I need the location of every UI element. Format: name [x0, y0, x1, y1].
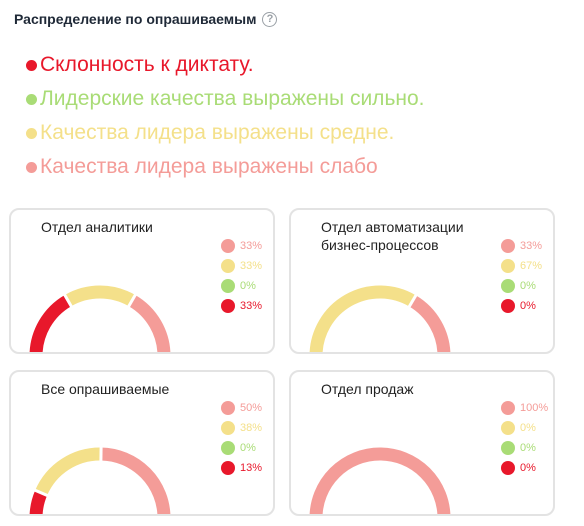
chart-title: Все опрашиваемые: [41, 381, 170, 397]
chart-legend-item: 33%: [221, 236, 262, 256]
data-label: 33%: [240, 260, 263, 272]
legend-item-medium: Качества лидера выражены средне.: [26, 116, 425, 150]
legend-dot: [501, 239, 515, 253]
chart-card-sales: Отдел продаж 100% 0% 0% 0%: [289, 370, 555, 516]
legend-dot: [221, 279, 235, 293]
legend-dot: [26, 127, 37, 139]
chart-legend: 33% 67% 0% 0%: [501, 236, 542, 316]
chart-legend-item: 33%: [501, 236, 542, 256]
legend-dot: [221, 401, 235, 415]
data-label: 0%: [520, 300, 536, 312]
chart-legend-item: 50%: [221, 398, 262, 418]
chart-legend-item: 100%: [501, 398, 548, 418]
data-label: 100%: [520, 402, 549, 414]
legend-dot: [221, 299, 235, 313]
header: Распределение по опрашиваемым ?: [14, 8, 278, 30]
chart-legend-item: 33%: [221, 256, 262, 276]
legend-item-strong: Лидерские качества выражены сильно.: [26, 82, 425, 116]
main-legend: Склонность к диктату. Лидерские качества…: [26, 48, 425, 184]
chart-legend-item: 38%: [221, 418, 262, 438]
chart-legend-item: 0%: [221, 438, 262, 458]
donut-segment: [29, 294, 72, 352]
chart-card-all-respondents: Все опрашиваемые 50% 38% 0% 13%: [9, 370, 275, 516]
legend-dot: [501, 401, 515, 415]
page-title: Распределение по опрашиваемым: [14, 11, 257, 27]
data-label: 67%: [520, 260, 543, 272]
legend-dot: [26, 161, 37, 173]
question-circle-icon[interactable]: ?: [262, 11, 278, 27]
segment-separator: [124, 288, 140, 313]
chart-card-automation: Отдел автоматизации бизнес-процессов 33%…: [289, 208, 555, 354]
legend-dot: [501, 421, 515, 435]
chart-legend-item: 0%: [221, 276, 262, 296]
legend-item-dictate: Склонность к диктату.: [26, 48, 425, 82]
data-label: 0%: [520, 462, 536, 474]
data-label: 33%: [520, 240, 543, 252]
legend-label: Качества лидера выражены средне.: [40, 121, 395, 144]
chart-title: Отдел аналитики: [41, 219, 153, 235]
chart-legend-item: 0%: [501, 458, 548, 478]
legend-item-weak: Качества лидера выражены слабо: [26, 150, 425, 184]
legend-dot: [221, 421, 235, 435]
donut-chart: [28, 440, 171, 514]
donut-chart: [29, 285, 171, 352]
legend-label: Лидерские качества выражены сильно.: [40, 87, 425, 110]
donut-segment: [100, 447, 171, 514]
data-label: 0%: [520, 280, 536, 292]
donut-segment: [309, 285, 416, 352]
chart-title: Отдел продаж: [321, 381, 414, 397]
legend-dot: [221, 239, 235, 253]
data-label: 0%: [240, 280, 256, 292]
chart-legend: 33% 33% 0% 33%: [221, 236, 262, 316]
data-label: 38%: [240, 422, 263, 434]
chart-legend-item: 0%: [501, 438, 548, 458]
legend-dot: [501, 461, 515, 475]
chart-legend: 50% 38% 0% 13%: [221, 398, 262, 478]
chart-legend-item: 13%: [221, 458, 262, 478]
legend-dot: [221, 461, 235, 475]
legend-label: Склонность к диктату.: [40, 53, 254, 76]
legend-dot: [501, 279, 515, 293]
data-label: 50%: [240, 402, 263, 414]
legend-dot: [501, 299, 515, 313]
donut-segment: [35, 447, 102, 496]
legend-dot: [221, 441, 235, 455]
chart-legend-item: 67%: [501, 256, 542, 276]
chart-legend: 100% 0% 0% 0%: [501, 398, 548, 478]
legend-dot: [26, 59, 37, 71]
chart-legend-item: 0%: [501, 418, 548, 438]
data-label: 33%: [240, 300, 263, 312]
donut-chart: [309, 447, 451, 514]
donut-segment: [128, 294, 171, 352]
donut-chart: [309, 285, 451, 352]
segment-separator: [404, 288, 421, 313]
donut-segment: [64, 285, 136, 307]
chart-legend-item: 0%: [501, 296, 542, 316]
legend-dot: [221, 259, 235, 273]
chart-legend-item: 33%: [221, 296, 262, 316]
segment-separator: [28, 486, 54, 500]
donut-segment: [309, 447, 451, 514]
legend-label: Качества лидера выражены слабо: [40, 155, 378, 178]
data-label: 0%: [520, 422, 536, 434]
data-label: 0%: [520, 442, 536, 454]
data-label: 13%: [240, 462, 263, 474]
chart-legend-item: 0%: [501, 276, 542, 296]
legend-dot: [501, 441, 515, 455]
legend-dot: [26, 93, 37, 105]
segment-separator: [60, 288, 76, 313]
chart-title: Отдел автоматизации бизнес-процессов: [321, 219, 464, 253]
donut-segment: [409, 295, 451, 352]
data-label: 0%: [240, 442, 256, 454]
donut-segment: [29, 490, 48, 514]
data-label: 33%: [240, 240, 263, 252]
chart-card-analytics: Отдел аналитики 33% 33% 0% 33%: [9, 208, 275, 354]
legend-dot: [501, 259, 515, 273]
